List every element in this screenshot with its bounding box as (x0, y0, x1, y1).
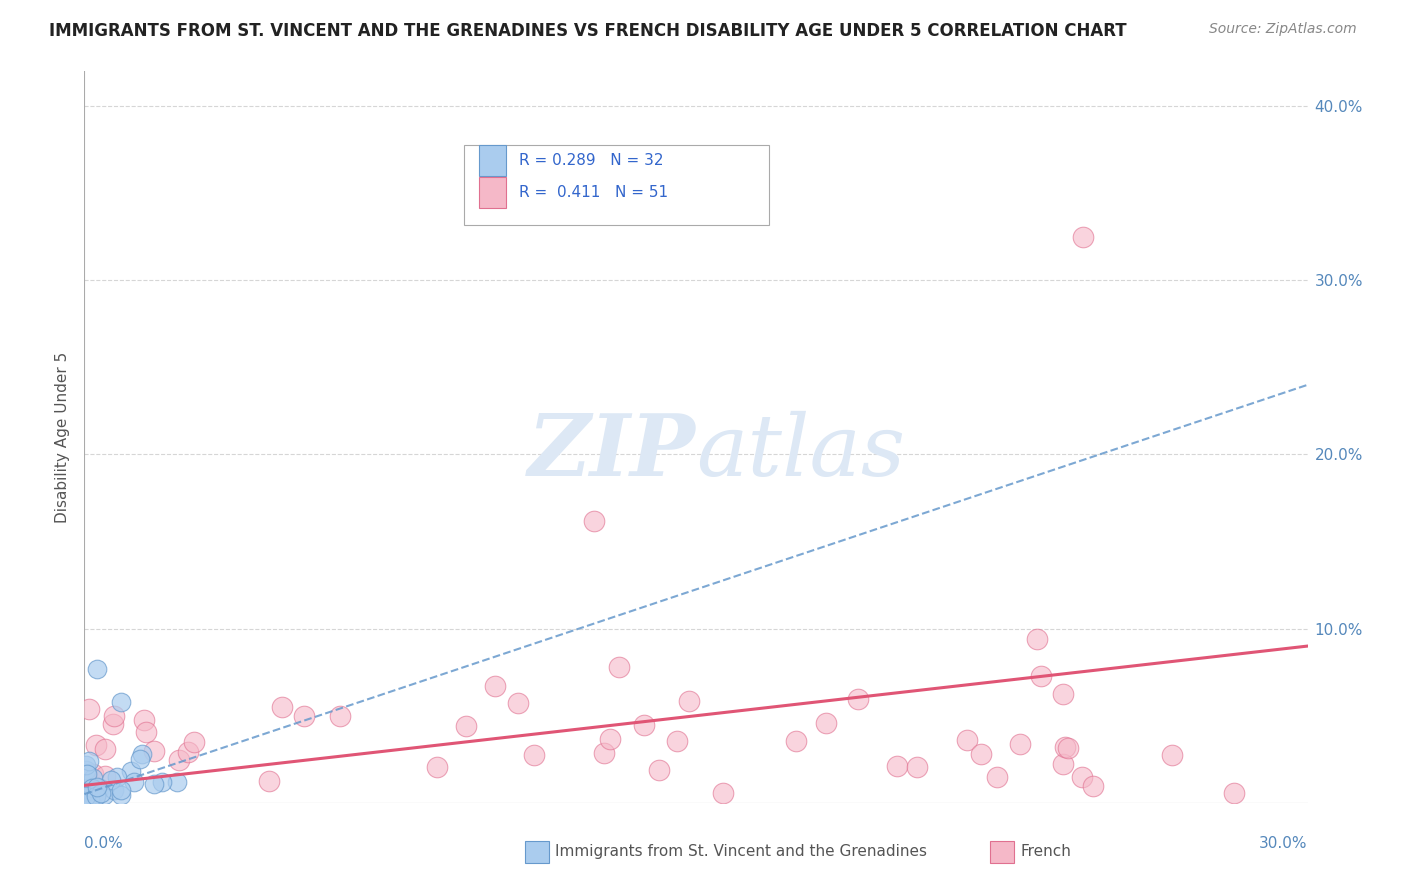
Point (484, 679, 506, 693)
Point (110, 782, 132, 797)
Bar (990, 841, 1014, 863)
Point (82, 771, 104, 785)
Point (150, 775, 173, 789)
Point (506, 696, 529, 710)
Point (87, 784, 110, 798)
Point (103, 716, 125, 731)
Point (1081, 779, 1104, 793)
Point (969, 747, 991, 762)
Point (426, 760, 449, 774)
Point (633, 718, 655, 732)
Text: Immigrants from St. Vincent and the Grenadines: Immigrants from St. Vincent and the Gren… (555, 845, 928, 859)
Point (986, 770, 1008, 784)
Text: R =  0.411   N = 51: R = 0.411 N = 51 (519, 186, 668, 201)
Text: 30.0%: 30.0% (1260, 836, 1308, 851)
Point (1071, 770, 1094, 784)
Point (167, 753, 190, 767)
Point (1223, 786, 1246, 800)
Point (1008, 737, 1031, 751)
Point (1056, 741, 1078, 756)
Point (599, 732, 621, 747)
Point (77, 754, 100, 768)
Point (86, 739, 108, 753)
Point (666, 733, 689, 747)
Point (456, 718, 478, 732)
Point (846, 691, 869, 706)
Point (905, 759, 928, 773)
Point (1052, 687, 1074, 701)
Point (607, 659, 630, 673)
Point (815, 715, 838, 730)
Point (135, 724, 157, 739)
Point (1025, 632, 1047, 646)
Point (89, 781, 111, 796)
Point (75, 758, 97, 772)
Point (93, 742, 115, 756)
FancyBboxPatch shape (464, 145, 769, 225)
Point (110, 695, 132, 709)
Point (131, 747, 153, 761)
Point (77, 702, 100, 716)
Bar (479, 145, 506, 176)
Point (110, 788, 132, 802)
Point (120, 764, 142, 778)
Text: Source: ZipAtlas.com: Source: ZipAtlas.com (1209, 22, 1357, 37)
Point (177, 745, 200, 759)
Point (75, 789, 97, 803)
Point (678, 694, 700, 708)
Point (94, 768, 117, 782)
Text: IMMIGRANTS FROM ST. VINCENT AND THE GRENADINES VS FRENCH DISABILITY AGE UNDER 5 : IMMIGRANTS FROM ST. VINCENT AND THE GREN… (49, 22, 1126, 40)
Point (956, 733, 979, 747)
Point (128, 752, 150, 766)
Point (105, 771, 128, 785)
Point (76, 766, 98, 780)
Point (270, 699, 292, 714)
Point (1029, 669, 1052, 683)
Point (166, 774, 188, 789)
Point (1054, 739, 1077, 754)
Point (134, 713, 156, 727)
Y-axis label: Disability Age Under 5: Disability Age Under 5 (55, 351, 70, 523)
Bar (524, 841, 550, 863)
Point (886, 758, 908, 772)
Point (77, 790, 100, 805)
Text: R = 0.289   N = 32: R = 0.289 N = 32 (519, 153, 664, 168)
Text: ZIP: ZIP (529, 410, 696, 493)
Text: French: French (1021, 845, 1071, 859)
Point (785, 734, 807, 748)
Point (86, 662, 108, 676)
Point (86, 780, 108, 795)
Point (80, 784, 103, 798)
Point (82, 789, 104, 803)
Point (82, 767, 104, 781)
Point (84, 789, 107, 804)
Point (83, 784, 105, 798)
Point (329, 709, 352, 723)
Point (122, 775, 145, 789)
Point (103, 709, 125, 723)
Point (1052, 756, 1074, 771)
Point (79, 792, 101, 806)
Text: atlas: atlas (696, 410, 905, 493)
Point (583, 514, 606, 528)
Point (142, 777, 165, 791)
Point (259, 773, 281, 788)
Point (103, 783, 125, 797)
Point (648, 763, 671, 777)
Point (183, 735, 205, 749)
Point (711, 786, 734, 800)
Text: 0.0%: 0.0% (84, 836, 124, 851)
Bar (479, 178, 506, 208)
Point (100, 772, 122, 787)
Point (1161, 748, 1184, 763)
Point (75, 764, 97, 778)
Point (142, 744, 165, 758)
Point (523, 747, 546, 762)
Point (1073, 229, 1095, 244)
Point (80, 780, 103, 795)
Point (90, 786, 112, 800)
Point (292, 709, 315, 723)
Point (93, 788, 115, 802)
Point (592, 746, 614, 760)
